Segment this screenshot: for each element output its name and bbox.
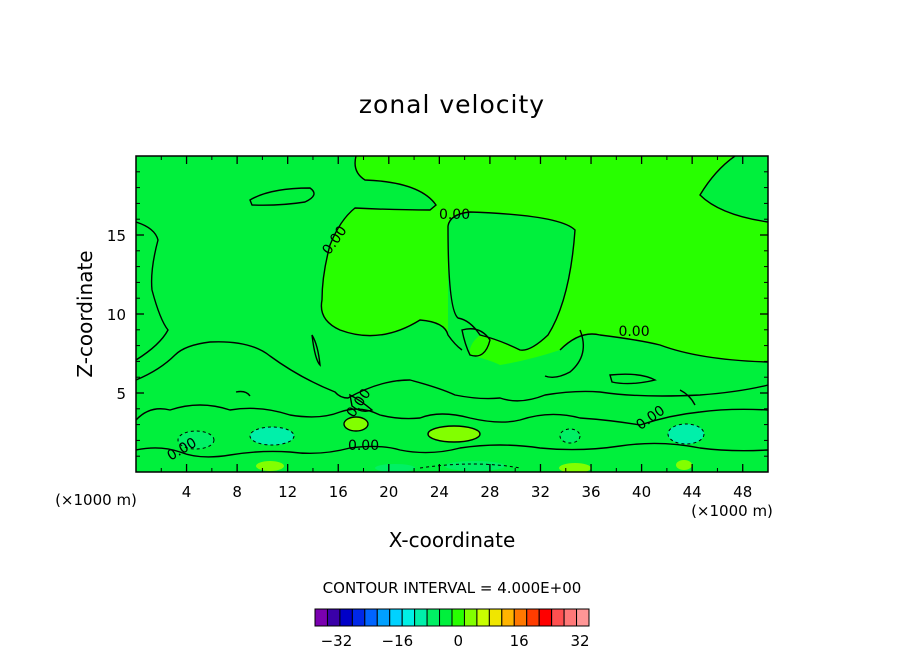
- colorbar-swatch: [563, 608, 578, 627]
- negative-blob-f: [375, 464, 415, 472]
- x-axis-label: X-coordinate: [389, 528, 516, 552]
- colorbar-swatch: [389, 608, 403, 627]
- y-tick-label: 15: [107, 227, 126, 245]
- colorbar-tick-label: 0: [453, 632, 463, 650]
- x-tick-label: 36: [581, 483, 600, 501]
- contour-label: 0.00: [618, 324, 649, 340]
- negative-region-mid: [136, 341, 768, 472]
- contour-lines: [136, 156, 768, 458]
- negative-region-center: [448, 212, 575, 351]
- colorbar-swatch: [426, 608, 441, 627]
- contour-label: 0.00: [439, 207, 470, 223]
- contour-lines-dashed: [177, 423, 705, 469]
- colorbar-swatch: [351, 608, 366, 627]
- negative-blob-c: [668, 424, 704, 444]
- colorbar-swatch: [551, 608, 565, 627]
- x-tick-label: 44: [683, 483, 702, 501]
- x-tick-label: 32: [531, 483, 550, 501]
- y-axis-ticks: 5 10 15: [107, 171, 768, 457]
- colorbar-swatch: [364, 608, 378, 627]
- colorbar-swatch: [513, 608, 528, 627]
- x-units-right: (×1000 m): [691, 502, 773, 520]
- x-units-left: (×1000 m): [55, 491, 137, 509]
- negative-blob-small: [250, 188, 314, 206]
- colorbar-swatch: [339, 608, 353, 627]
- x-tick-label: 20: [379, 483, 398, 501]
- colorbar-swatch: [376, 608, 391, 627]
- y-axis-label: Z-coordinate: [73, 250, 97, 377]
- x-tick-label: 48: [733, 483, 752, 501]
- negative-blob-b: [178, 431, 214, 449]
- colorbar-swatch: [439, 608, 453, 627]
- positive-blob-4: [559, 463, 591, 472]
- x-tick-label: 8: [232, 483, 242, 501]
- colorbar-swatch: [576, 608, 590, 627]
- positive-blob-2: [344, 417, 368, 431]
- chart-title: zonal velocity: [359, 90, 545, 119]
- x-tick-label: 4: [182, 483, 192, 501]
- colorbar-swatch: [501, 608, 515, 627]
- negative-blob-e: [445, 461, 505, 471]
- negative-blob-d: [560, 429, 580, 443]
- x-tick-label: 12: [278, 483, 297, 501]
- colorbar: [314, 608, 590, 627]
- colorbar-tick-label: −16: [382, 632, 414, 650]
- colorbar-tick-label: 16: [510, 632, 529, 650]
- colorbar-swatch: [401, 608, 416, 627]
- y-tick-label: 5: [116, 385, 126, 403]
- y-tick-label: 10: [107, 306, 126, 324]
- colorbar-swatch: [476, 608, 490, 627]
- colorbar-swatch: [414, 608, 428, 627]
- colorbar-swatch: [526, 608, 540, 627]
- x-axis-ticks: 4 8 12 16 20 24 28 32 36 40 44 48: [160, 156, 752, 501]
- contour-interval-note: CONTOUR INTERVAL = 4.000E+00: [323, 579, 582, 597]
- colorbar-swatch: [463, 608, 478, 627]
- x-tick-label: 40: [632, 483, 651, 501]
- x-tick-label: 28: [480, 483, 499, 501]
- colorbar-swatch: [538, 608, 553, 627]
- colorbar-swatch: [314, 608, 328, 627]
- colorbar-tick-labels: −32 −16 0 16 32: [321, 632, 590, 650]
- positive-blob-3: [256, 461, 284, 471]
- positive-blob-5: [676, 460, 692, 470]
- colorbar-swatch: [451, 608, 465, 627]
- colorbar-swatch: [488, 608, 503, 627]
- positive-blob-1: [428, 426, 480, 442]
- x-tick-label: 24: [430, 483, 449, 501]
- colorbar-swatch: [326, 608, 341, 627]
- negative-blob-a: [250, 427, 294, 445]
- colorbar-tick-label: 32: [570, 632, 589, 650]
- colorbar-tick-label: −32: [321, 632, 353, 650]
- contour-label: 0.00: [348, 438, 379, 454]
- x-tick-label: 16: [329, 483, 348, 501]
